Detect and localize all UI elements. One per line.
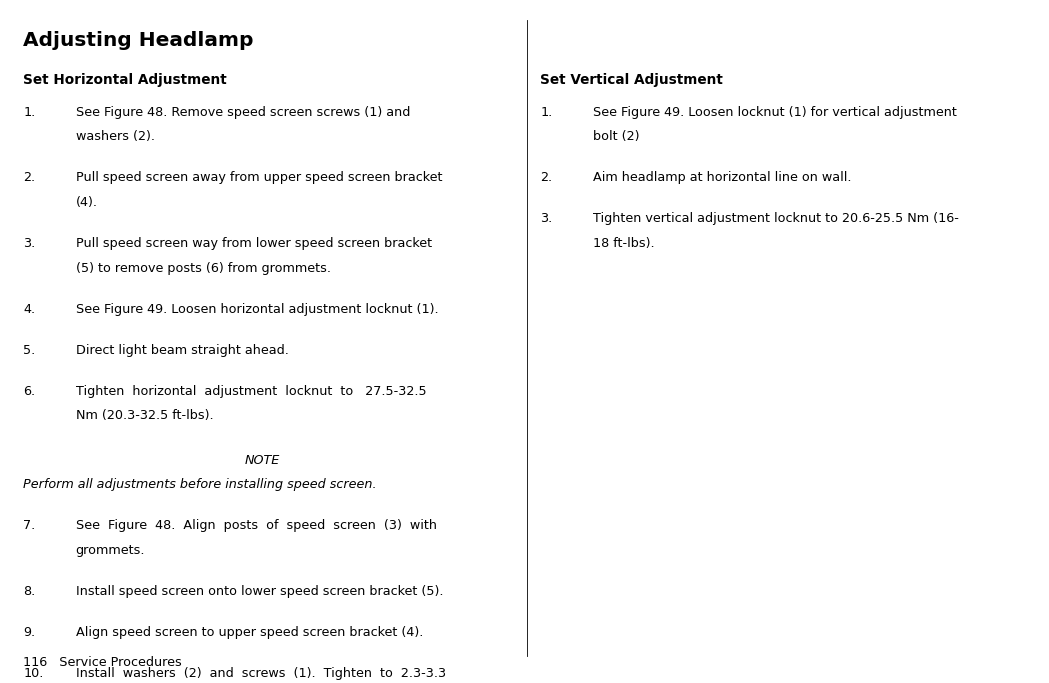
- Text: Direct light beam straight ahead.: Direct light beam straight ahead.: [76, 344, 288, 357]
- Text: (4).: (4).: [76, 196, 98, 209]
- Text: 10.: 10.: [23, 667, 43, 680]
- Text: Align speed screen to upper speed screen bracket (4).: Align speed screen to upper speed screen…: [76, 626, 423, 639]
- Text: 18 ft-lbs).: 18 ft-lbs).: [593, 237, 655, 250]
- Text: See Figure 49. Loosen horizontal adjustment locknut (1).: See Figure 49. Loosen horizontal adjustm…: [76, 303, 438, 316]
- Text: Install speed screen onto lower speed screen bracket (5).: Install speed screen onto lower speed sc…: [76, 585, 443, 598]
- Text: 2.: 2.: [23, 171, 36, 184]
- Text: Set Vertical Adjustment: Set Vertical Adjustment: [540, 73, 723, 87]
- Text: Tighten  horizontal  adjustment  locknut  to   27.5-32.5: Tighten horizontal adjustment locknut to…: [76, 385, 426, 398]
- Text: Aim headlamp at horizontal line on wall.: Aim headlamp at horizontal line on wall.: [593, 171, 851, 184]
- Text: 6.: 6.: [23, 385, 36, 398]
- Text: Install  washers  (2)  and  screws  (1).  Tighten  to  2.3-3.3: Install washers (2) and screws (1). Tigh…: [76, 667, 446, 680]
- Text: See Figure 48. Remove speed screen screws (1) and: See Figure 48. Remove speed screen screw…: [76, 106, 410, 119]
- Text: bolt (2): bolt (2): [593, 130, 639, 143]
- Text: Adjusting Headlamp: Adjusting Headlamp: [23, 31, 254, 50]
- Text: 3.: 3.: [540, 212, 553, 225]
- Text: (5) to remove posts (6) from grommets.: (5) to remove posts (6) from grommets.: [76, 262, 330, 275]
- Text: 7.: 7.: [23, 519, 36, 532]
- Text: Set Horizontal Adjustment: Set Horizontal Adjustment: [23, 73, 227, 87]
- Text: 116   Service Procedures: 116 Service Procedures: [23, 656, 181, 669]
- Text: 8.: 8.: [23, 585, 36, 598]
- Text: 1.: 1.: [540, 106, 553, 119]
- Text: 9.: 9.: [23, 626, 36, 639]
- Text: 1.: 1.: [23, 106, 36, 119]
- Text: Nm (20.3-32.5 ft-lbs).: Nm (20.3-32.5 ft-lbs).: [76, 409, 213, 422]
- Text: 4.: 4.: [23, 303, 36, 316]
- Text: Tighten vertical adjustment locknut to 20.6-25.5 Nm (16-: Tighten vertical adjustment locknut to 2…: [593, 212, 959, 225]
- Text: 3.: 3.: [23, 237, 36, 250]
- Text: Pull speed screen way from lower speed screen bracket: Pull speed screen way from lower speed s…: [76, 237, 431, 250]
- Text: Perform all adjustments before installing speed screen.: Perform all adjustments before installin…: [23, 478, 377, 491]
- Text: See Figure 49. Loosen locknut (1) for vertical adjustment: See Figure 49. Loosen locknut (1) for ve…: [593, 106, 957, 119]
- Text: Pull speed screen away from upper speed screen bracket: Pull speed screen away from upper speed …: [76, 171, 442, 184]
- Text: 2.: 2.: [540, 171, 553, 184]
- Text: See  Figure  48.  Align  posts  of  speed  screen  (3)  with: See Figure 48. Align posts of speed scre…: [76, 519, 436, 532]
- Text: NOTE: NOTE: [244, 454, 280, 466]
- Text: 5.: 5.: [23, 344, 36, 357]
- Text: grommets.: grommets.: [76, 544, 145, 557]
- Text: washers (2).: washers (2).: [76, 130, 154, 143]
